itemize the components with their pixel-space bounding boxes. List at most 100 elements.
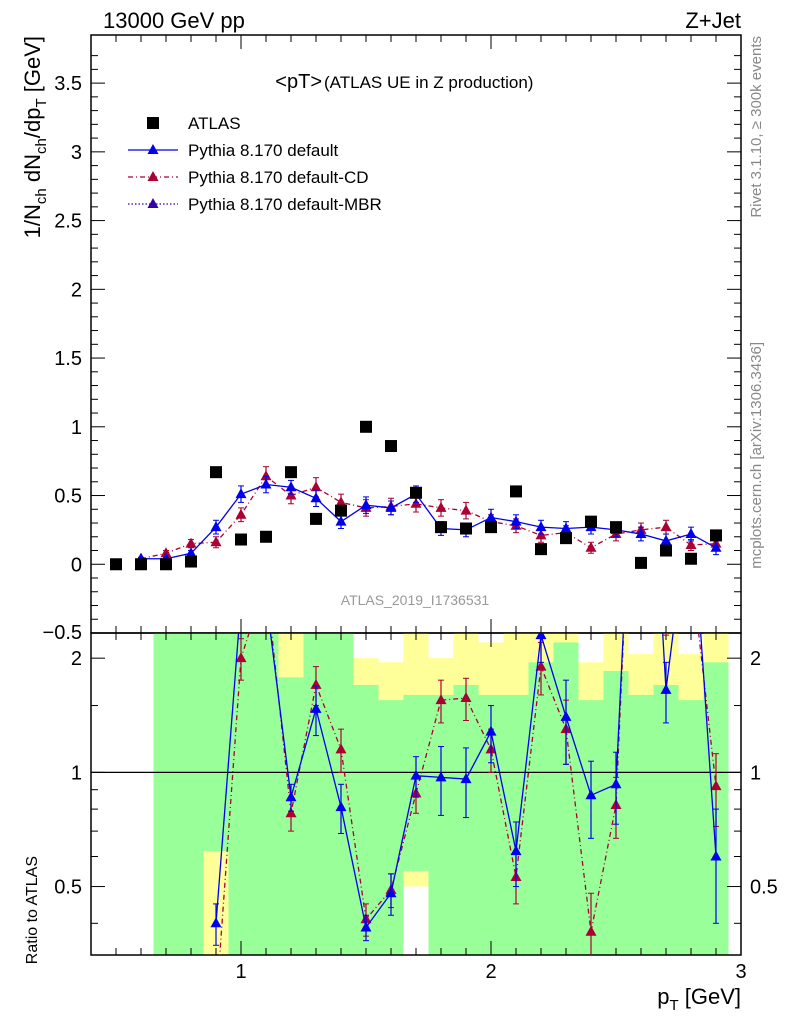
band-green <box>153 633 179 955</box>
ratio-default-point <box>610 778 622 789</box>
atlas-point <box>535 543 547 556</box>
atlas-point <box>610 521 622 534</box>
y-tick-label: 2 <box>71 279 82 301</box>
legend-marker-cd <box>147 171 159 181</box>
default-line <box>141 483 717 560</box>
atlas-point <box>185 555 197 568</box>
main-panel: 0 0.5 1 1.5 2 2.5 3 3.5 −0.5 <pT> (ATLAS UE in Z… <box>43 34 742 644</box>
atlas-point <box>585 515 597 528</box>
y-tick-label: 3.5 <box>54 73 82 95</box>
ratio-cd-point <box>310 678 322 689</box>
watermark: ATLAS_2019_I1736531 <box>341 592 490 608</box>
x-tick-label: 2 <box>485 961 496 983</box>
atlas-point <box>635 556 647 569</box>
default-point <box>560 522 572 533</box>
y-tick-label-cut: −0.5 <box>43 622 82 644</box>
atlas-point <box>385 440 397 453</box>
y-tick-label: 1 <box>71 417 82 439</box>
xlabel-sub: T <box>669 997 678 1014</box>
ratio-cd-point <box>661 603 672 613</box>
xlabel-part: p <box>657 984 669 1009</box>
band-green <box>378 700 404 955</box>
band-green <box>453 684 479 955</box>
ratio-default-point <box>210 917 222 928</box>
ratio-default-point <box>585 789 597 800</box>
ylabel-sub: ch <box>33 188 50 204</box>
ratio-cd-point <box>535 660 547 671</box>
cd-point <box>310 481 322 492</box>
ratio-cd-point <box>636 236 647 246</box>
legend-marker-atlas <box>147 117 159 129</box>
cd-point <box>210 536 222 547</box>
ratio-default-point <box>360 921 372 932</box>
cd-point <box>235 508 247 519</box>
default-point <box>660 534 672 545</box>
default-point <box>635 528 647 539</box>
band-green <box>428 694 454 955</box>
default-point <box>185 547 197 558</box>
plot-title-main: <pT> <box>275 71 322 93</box>
atlas-point <box>560 532 572 545</box>
atlas-point <box>260 530 272 543</box>
cd-point <box>185 537 197 548</box>
ylabel-sub: ch <box>33 138 50 154</box>
y-axis-label-ratio: Ratio to ATLAS <box>24 856 41 964</box>
cd-point <box>660 521 672 532</box>
default-point <box>535 521 547 532</box>
xlabel-part: [GeV] <box>679 984 741 1009</box>
y-tick-label: 2 <box>71 648 82 670</box>
legend-marker-mbr <box>147 198 159 208</box>
ratio-default-point <box>535 633 547 640</box>
ratio-cd-point <box>285 807 297 818</box>
y-tick-label: 3 <box>71 142 82 164</box>
ratio-default-point <box>310 702 322 713</box>
ratio-default-point <box>236 595 247 605</box>
atlas-point <box>310 512 322 525</box>
y-tick-label: 0 <box>71 554 82 576</box>
y-axis-label-main: 1/Nch dNch/dpT [GeV] <box>20 36 50 238</box>
ratio-cd-point <box>585 925 597 936</box>
ratio-cd-point <box>235 652 247 663</box>
y-tick-label: 1 <box>71 762 82 784</box>
y-tick-label: 2.5 <box>54 211 82 233</box>
atlas-point <box>485 521 497 534</box>
cd-point <box>335 496 347 507</box>
header-left: 13000 GeV pp <box>103 8 245 33</box>
default-point <box>285 481 297 492</box>
band-green <box>653 684 679 955</box>
default-point <box>310 492 322 503</box>
ratio-cd-point <box>435 694 447 705</box>
ratio-cd-point <box>460 692 472 703</box>
band-green <box>228 633 254 955</box>
ratio-cd-point <box>261 575 272 585</box>
atlas-point <box>360 420 372 433</box>
x-tick-label: 1 <box>235 961 246 983</box>
ratio-default-point <box>435 771 447 782</box>
atlas-point <box>135 558 147 571</box>
ratio-default-point <box>510 845 522 856</box>
x-tick-label: 3 <box>735 961 746 983</box>
default-point <box>485 511 497 522</box>
atlas-point <box>285 466 297 479</box>
ylabel-sub: T <box>33 98 50 107</box>
y-tick-label: 0.5 <box>54 877 82 899</box>
ratio-default-point <box>686 486 697 496</box>
ratio-cd-point <box>211 1001 222 1011</box>
ratio-default-point <box>410 769 422 780</box>
ratio-panel: 1 2 3 0.5 0.5 1 1 2 2 <box>54 236 778 1011</box>
atlas-point <box>335 504 347 517</box>
default-point <box>360 499 372 510</box>
cd-point <box>435 501 447 512</box>
ratio-default-point <box>710 850 722 861</box>
side-label-mcplots: mcplots.cern.ch [arXiv:1306.3436] <box>748 342 765 569</box>
band-green <box>178 633 204 955</box>
cd-point <box>585 541 597 552</box>
legend-label: ATLAS <box>188 114 241 133</box>
cd-point <box>260 470 272 481</box>
y-tick-label: 1.5 <box>54 348 82 370</box>
ratio-default-point <box>261 591 272 601</box>
default-point <box>210 521 222 532</box>
side-label-rivet: Rivet 3.1.10, ≥ 300k events <box>748 36 765 218</box>
plot-title-sub: (ATLAS UE in Z production) <box>324 73 533 92</box>
